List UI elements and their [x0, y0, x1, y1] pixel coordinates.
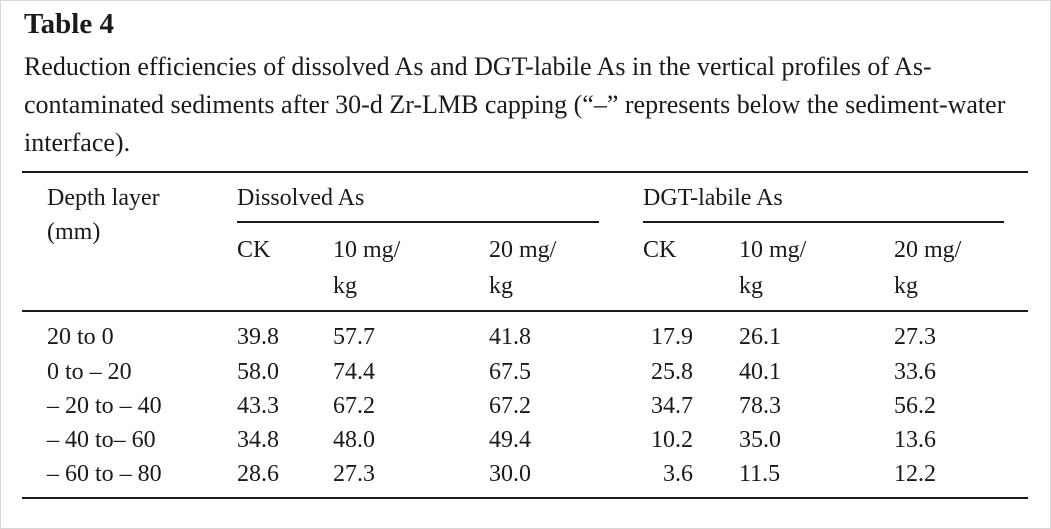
top-rule [22, 171, 1028, 173]
row-2-dgt-10: 40.1 [739, 359, 781, 385]
row-5-dgt-20: 12.2 [894, 461, 936, 487]
row-3-dgt-10: 78.3 [739, 393, 781, 419]
row-2-dissolved-ck: 58.0 [237, 359, 279, 385]
row-2-dgt-20: 33.6 [894, 359, 936, 385]
row-4-dgt-20: 13.6 [894, 427, 936, 453]
group-rule-dgt [643, 221, 1004, 223]
row-5-dgt-10: 11.5 [739, 461, 781, 487]
row-1-depth: 20 to 0 [47, 324, 114, 350]
group-rule-dissolved [237, 221, 599, 223]
header-depth-unit: (mm) [47, 219, 101, 245]
header-depth: Depth layer [47, 185, 160, 211]
row-1-dissolved-ck: 39.8 [237, 324, 279, 350]
row-3-depth: – 20 to – 40 [47, 393, 162, 419]
row-4-dissolved-10: 48.0 [333, 427, 375, 453]
row-2-depth: 0 to – 20 [47, 359, 132, 385]
row-2-dgt-ck: 25.8 [651, 359, 693, 385]
row-5-dgt-ck: 3.6 [663, 461, 693, 487]
header-dgt-labile-as: DGT-labile As [643, 185, 783, 211]
row-3-dissolved-20: 67.2 [489, 393, 531, 419]
row-2-dissolved-20: 67.5 [489, 359, 531, 385]
row-4-depth: – 40 to– 60 [47, 427, 156, 453]
row-3-dgt-20: 56.2 [894, 393, 936, 419]
header-dissolved-10-unit: kg [333, 273, 357, 299]
row-3-dissolved-10: 67.2 [333, 393, 375, 419]
table-title: Table 4 [24, 8, 114, 40]
table-caption: Reduction efficiencies of dissolved As a… [24, 52, 1006, 157]
row-2-dissolved-10: 74.4 [333, 359, 375, 385]
row-5-dissolved-20: 30.0 [489, 461, 531, 487]
row-4-dgt-ck: 10.2 [651, 427, 693, 453]
header-dgt-10-unit: kg [739, 273, 763, 299]
row-1-dgt-10: 26.1 [739, 324, 781, 350]
row-3-dgt-ck: 34.7 [651, 393, 693, 419]
bottom-rule [22, 497, 1028, 499]
header-dgt-10: 10 mg/ [739, 237, 807, 263]
header-dgt-20-unit: kg [894, 273, 918, 299]
header-rule [22, 310, 1028, 312]
header-dissolved-as: Dissolved As [237, 185, 365, 211]
header-dgt-ck: CK [643, 237, 677, 263]
row-4-dgt-10: 35.0 [739, 427, 781, 453]
row-1-dgt-20: 27.3 [894, 324, 936, 350]
row-5-dissolved-ck: 28.6 [237, 461, 279, 487]
header-dissolved-10: 10 mg/ [333, 237, 401, 263]
row-1-dgt-ck: 17.9 [651, 324, 693, 350]
header-dissolved-20-unit: kg [489, 273, 513, 299]
header-dgt-20: 20 mg/ [894, 237, 962, 263]
row-3-dissolved-ck: 43.3 [237, 393, 279, 419]
row-5-dissolved-10: 27.3 [333, 461, 375, 487]
row-4-dissolved-ck: 34.8 [237, 427, 279, 453]
row-5-depth: – 60 to – 80 [47, 461, 162, 487]
row-4-dissolved-20: 49.4 [489, 427, 531, 453]
header-dissolved-20: 20 mg/ [489, 237, 557, 263]
row-1-dissolved-20: 41.8 [489, 324, 531, 350]
header-dissolved-ck: CK [237, 237, 271, 263]
row-1-dissolved-10: 57.7 [333, 324, 375, 350]
